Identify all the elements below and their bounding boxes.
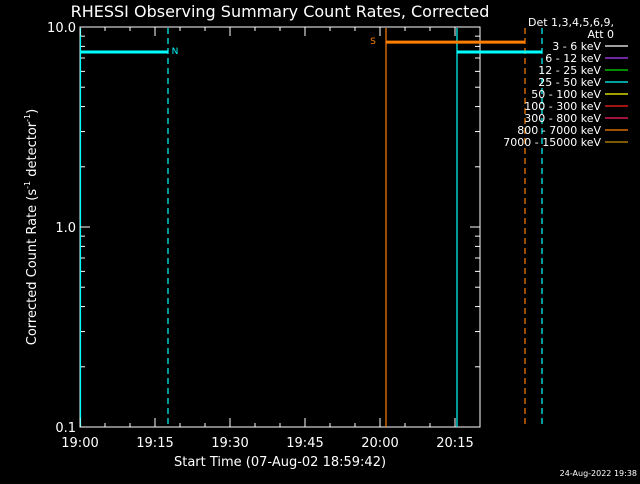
legend-header-1: Det 1,3,4,5,6,9, — [528, 16, 614, 29]
y-tick-label: 10.0 — [47, 21, 76, 36]
x-tick-label: 19:15 — [136, 436, 173, 451]
y-tick-label: 0.1 — [55, 421, 76, 436]
series-segments — [80, 40, 542, 54]
legend-label: 50 - 100 keV — [531, 88, 601, 101]
x-tick-label: 19:30 — [211, 436, 248, 451]
x-tick-label: 19:45 — [286, 436, 323, 451]
y-axis-label-mid: detector — [25, 121, 40, 181]
annotation-label: N — [172, 47, 179, 57]
y-axis-label-end: ) — [25, 109, 40, 114]
plot-frame — [79, 26, 481, 428]
legend-label: 6 - 12 keV — [545, 52, 601, 65]
y-axis-label-sup1: -1 — [23, 181, 32, 189]
y-tick-labels: 10.0 1.0 0.1 — [47, 21, 480, 436]
minor-ticks — [79, 27, 481, 427]
legend-label: 800 - 7000 keV — [517, 124, 601, 137]
y-axis-label-main: Corrected Count Rate (s — [25, 189, 40, 346]
legend-header-2: Att 0 — [588, 28, 614, 41]
annotation-label: S — [370, 37, 376, 47]
legend-label: 7000 - 15000 keV — [503, 136, 601, 149]
legend-label: 25 - 50 keV — [538, 76, 601, 89]
chart-title: RHESSI Observing Summary Count Rates, Co… — [71, 2, 490, 21]
legend-label: 3 - 6 keV — [552, 40, 601, 53]
x-tick-label: 20:15 — [436, 436, 473, 451]
x-tick-labels: 19:00 19:15 19:30 19:45 20:00 20:15 — [61, 27, 474, 451]
x-tick-label: 20:00 — [361, 436, 398, 451]
x-tick-label: 19:00 — [61, 436, 98, 451]
legend-label: 12 - 25 keV — [538, 64, 601, 77]
y-axis-label: Corrected Count Rate (s-1 detector-1) — [23, 109, 40, 345]
y-axis-label-sup2: -1 — [23, 114, 32, 122]
y-tick-label: 1.0 — [55, 221, 76, 236]
annotations: NS — [172, 37, 377, 57]
vertical-lines — [79, 28, 543, 427]
legend-label: 100 - 300 keV — [524, 100, 601, 113]
footer-date: 24-Aug-2022 19:38 — [560, 469, 637, 478]
legend-label: 300 - 800 keV — [524, 112, 601, 125]
x-axis-label: Start Time (07-Aug-02 18:59:42) — [174, 455, 386, 470]
